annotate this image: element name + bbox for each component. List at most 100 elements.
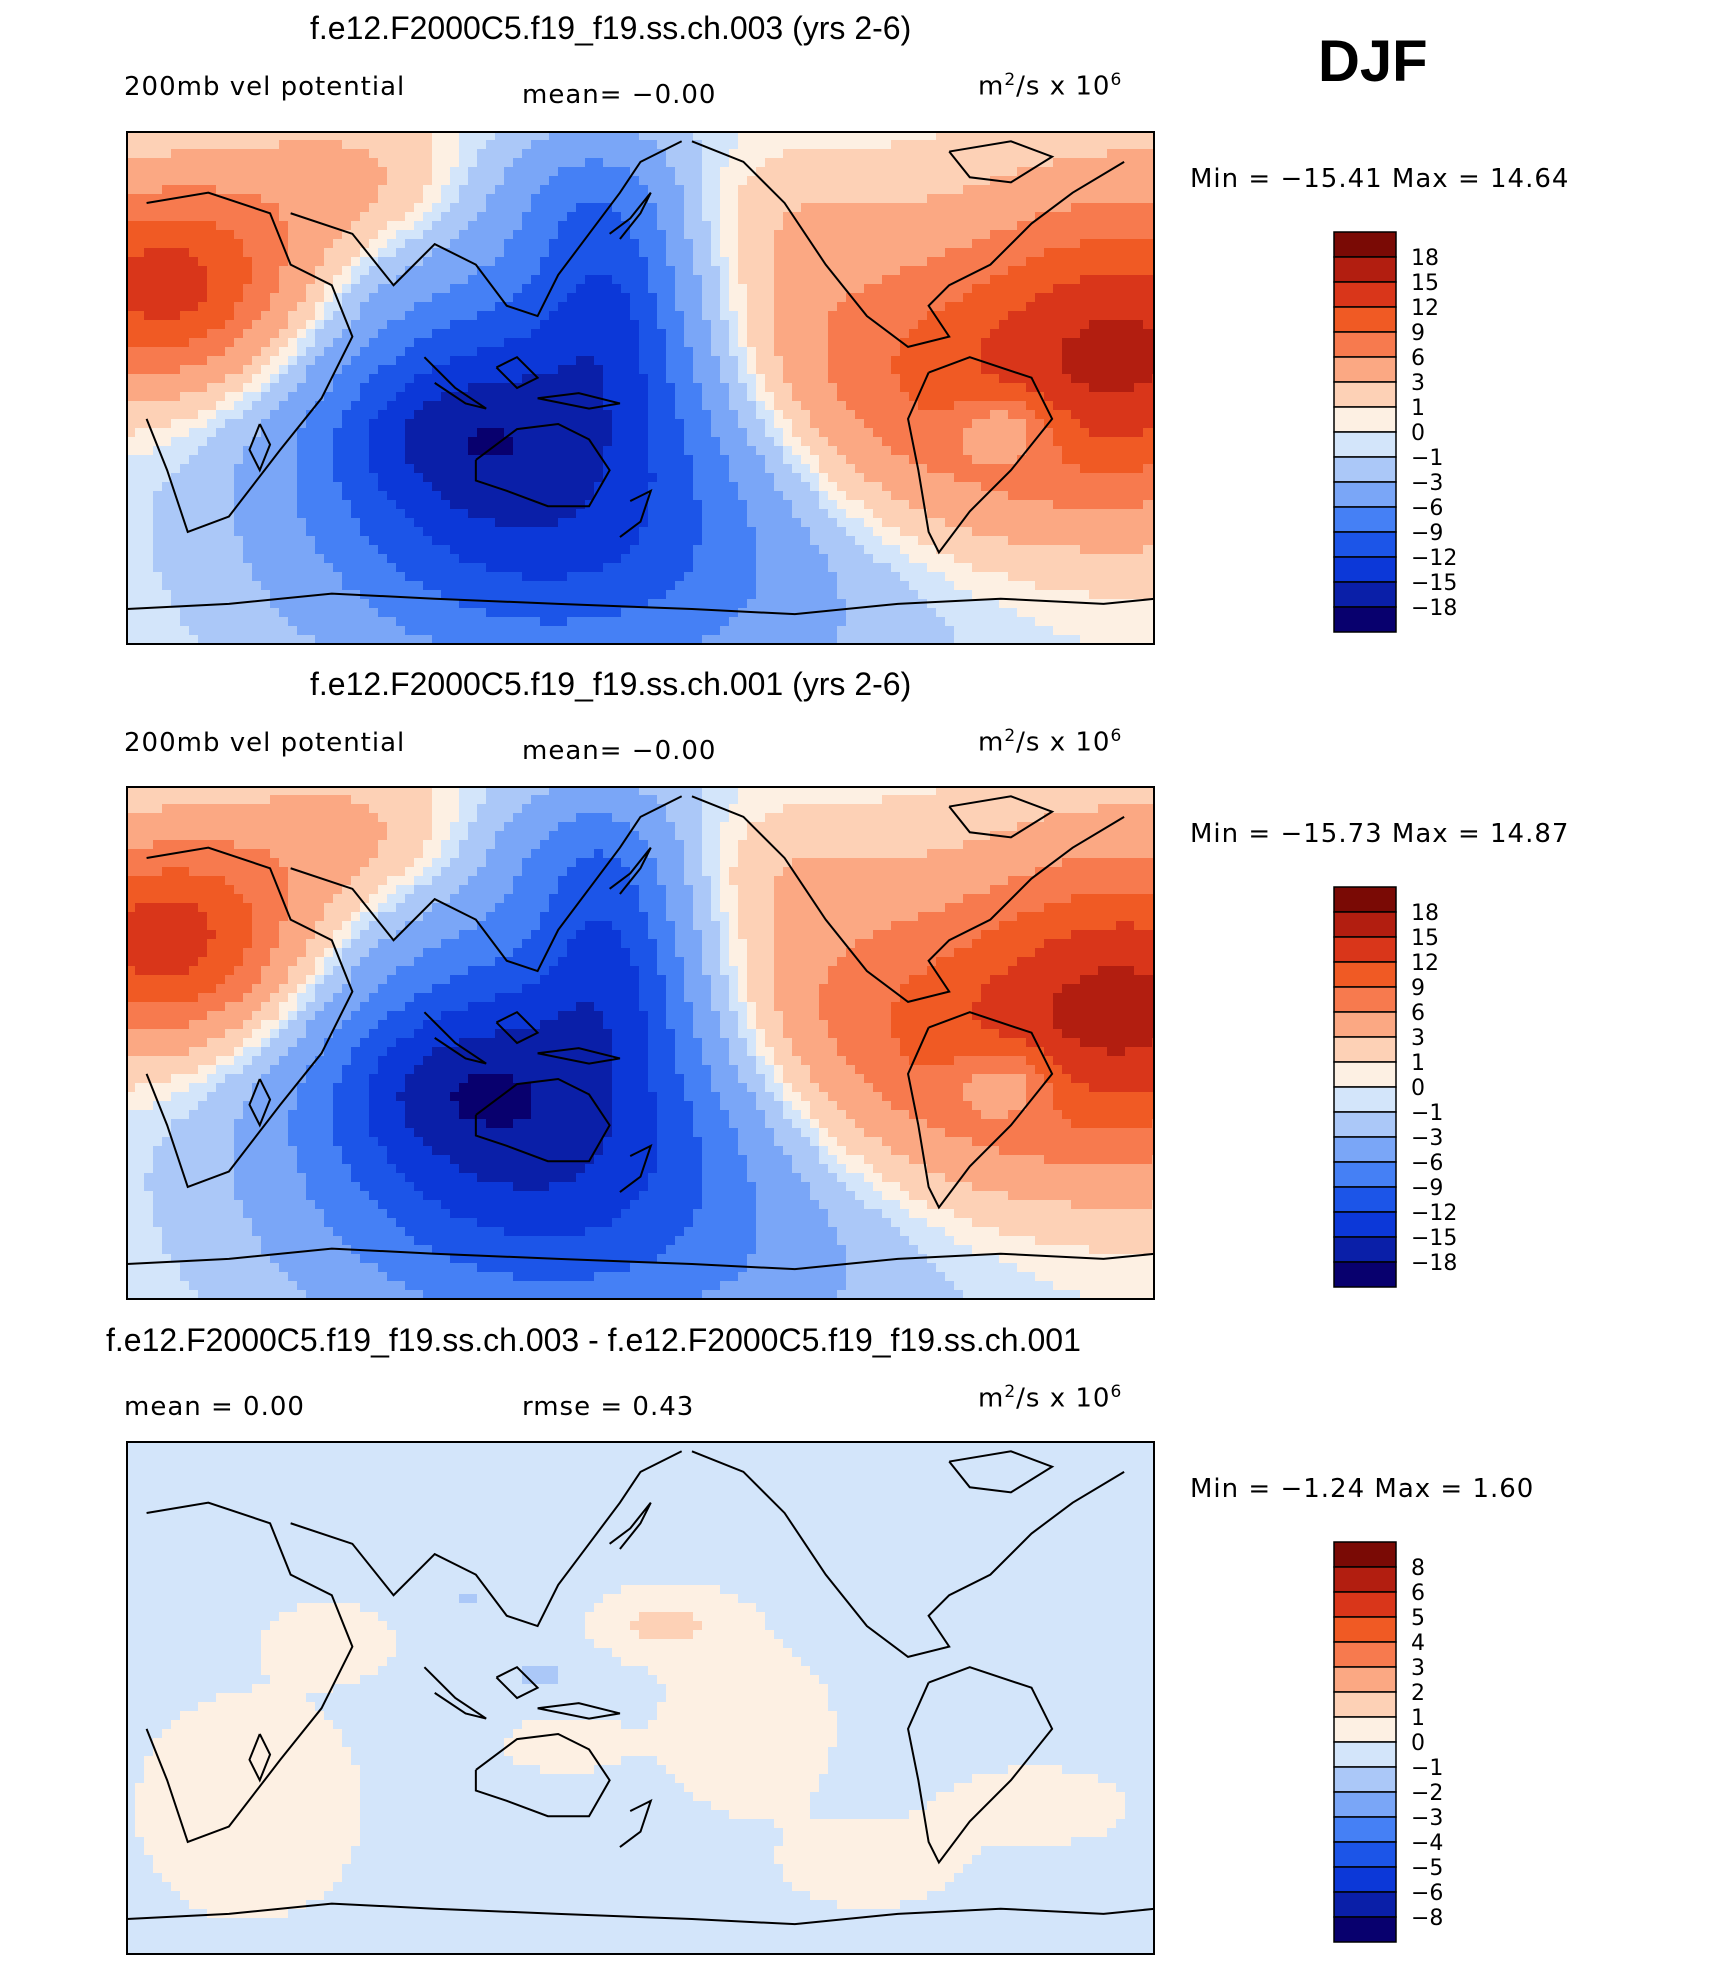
contour-cell — [531, 500, 541, 510]
contour-cell — [999, 437, 1009, 447]
contour-cell — [234, 446, 244, 456]
contour-cell — [1026, 374, 1036, 384]
contour-cell — [567, 257, 577, 267]
contour-cell — [855, 149, 865, 159]
contour-cell — [864, 257, 874, 267]
contour-cell — [297, 347, 307, 357]
contour-cell — [1125, 140, 1135, 150]
contour-cell — [1125, 455, 1135, 465]
contour-cell — [909, 320, 919, 330]
contour-cell — [810, 383, 820, 393]
contour-cell — [1116, 266, 1126, 276]
contour-cell — [1080, 374, 1090, 384]
contour-cell — [729, 185, 739, 195]
contour-cell — [774, 383, 784, 393]
contour-cell — [837, 329, 847, 339]
contour-cell — [324, 176, 334, 186]
contour-cell — [909, 185, 919, 195]
contour-cell — [252, 410, 262, 420]
contour-cell — [1107, 491, 1117, 501]
contour-cell — [162, 374, 172, 384]
contour-cell — [774, 176, 784, 186]
contour-cell — [1143, 221, 1153, 231]
contour-cell — [603, 149, 613, 159]
contour-cell — [306, 194, 316, 204]
contour-cell — [378, 401, 388, 411]
contour-cell — [783, 365, 793, 375]
contour-cell — [810, 266, 820, 276]
contour-cell — [369, 248, 379, 258]
contour-cell — [945, 212, 955, 222]
contour-cell — [1035, 311, 1045, 321]
contour-cell — [648, 275, 658, 285]
contour-cell — [657, 374, 667, 384]
contour-cell — [1026, 239, 1036, 249]
contour-cell — [549, 455, 559, 465]
contour-cell — [594, 167, 604, 177]
contour-cell — [522, 374, 532, 384]
contour-cell — [1098, 383, 1108, 393]
contour-cell — [927, 509, 937, 519]
contour-cell — [621, 257, 631, 267]
contour-cell — [396, 374, 406, 384]
contour-cell — [126, 302, 136, 312]
contour-cell — [675, 158, 685, 168]
contour-cell — [198, 509, 208, 519]
contour-cell — [900, 212, 910, 222]
contour-cell — [135, 149, 145, 159]
contour-cell — [765, 401, 775, 411]
contour-cell — [981, 410, 991, 420]
contour-cell — [855, 221, 865, 231]
contour-cell — [756, 194, 766, 204]
contour-cell — [225, 212, 235, 222]
contour-cell — [261, 158, 271, 168]
contour-cell — [873, 131, 883, 141]
contour-cell — [225, 356, 235, 366]
contour-cell — [432, 140, 442, 150]
contour-cell — [981, 266, 991, 276]
contour-cell — [612, 284, 622, 294]
contour-cell — [270, 509, 280, 519]
contour-cell — [918, 509, 928, 519]
contour-cell — [846, 464, 856, 474]
contour-cell — [810, 338, 820, 348]
contour-cell — [477, 131, 487, 141]
contour-cell — [684, 293, 694, 303]
contour-cell — [603, 392, 613, 402]
contour-cell — [1008, 356, 1018, 366]
contour-cell — [801, 437, 811, 447]
contour-cell — [306, 392, 316, 402]
contour-cell — [171, 518, 181, 528]
contour-cell — [630, 131, 640, 141]
contour-cell — [369, 284, 379, 294]
contour-cell — [711, 464, 721, 474]
contour-cell — [225, 446, 235, 456]
contour-cell — [396, 482, 406, 492]
contour-cell — [135, 419, 145, 429]
contour-cell — [702, 356, 712, 366]
contour-cell — [153, 383, 163, 393]
contour-cell — [396, 455, 406, 465]
contour-cell — [738, 311, 748, 321]
contour-cell — [621, 464, 631, 474]
contour-cell — [963, 428, 973, 438]
contour-cell — [144, 257, 154, 267]
contour-cell — [1080, 131, 1090, 141]
contour-cell — [567, 338, 577, 348]
contour-cell — [666, 374, 676, 384]
contour-cell — [702, 230, 712, 240]
contour-cell — [342, 284, 352, 294]
contour-cell — [1116, 275, 1126, 285]
contour-cell — [927, 230, 937, 240]
contour-cell — [936, 131, 946, 141]
contour-cell — [792, 401, 802, 411]
contour-cell — [333, 473, 343, 483]
contour-cell — [891, 140, 901, 150]
contour-cell — [963, 365, 973, 375]
contour-cell — [666, 365, 676, 375]
contour-cell — [954, 248, 964, 258]
contour-cell — [162, 293, 172, 303]
contour-cell — [1098, 311, 1108, 321]
contour-cell — [1062, 194, 1072, 204]
contour-cell — [855, 230, 865, 240]
